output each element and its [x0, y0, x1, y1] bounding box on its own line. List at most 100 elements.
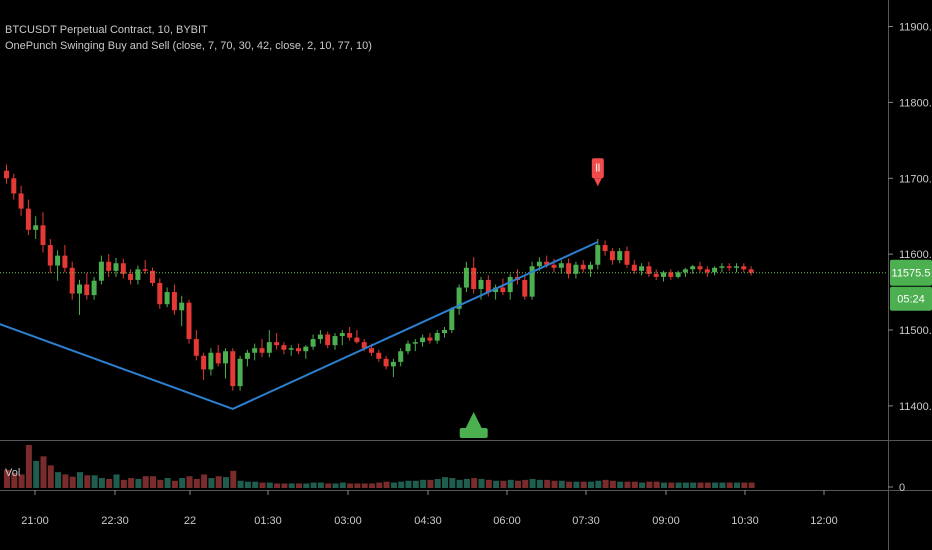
- candle: [325, 334, 331, 346]
- candle: [62, 255, 68, 268]
- volume-bar: [748, 482, 755, 488]
- volume-bar: [18, 474, 25, 488]
- candle: [522, 279, 528, 297]
- candle: [624, 251, 630, 265]
- candle: [4, 170, 9, 179]
- candle: [11, 178, 17, 194]
- candle: [566, 263, 572, 274]
- volume-tick-label: 0: [899, 482, 905, 494]
- volume-bar: [449, 478, 456, 488]
- candle: [347, 333, 353, 338]
- volume-bar: [120, 479, 127, 488]
- candle: [69, 267, 75, 294]
- candle: [726, 266, 732, 268]
- volume-bar: [91, 475, 98, 488]
- volume-bar: [128, 478, 135, 488]
- volume-bar: [310, 482, 317, 488]
- volume-bar: [398, 481, 405, 488]
- volume-bar: [668, 482, 675, 488]
- volume-bar: [639, 482, 646, 488]
- volume-bar: [179, 478, 186, 488]
- volume-bar: [150, 476, 156, 488]
- x-tick-label: 22: [184, 515, 196, 527]
- volume-bar: [507, 479, 514, 488]
- volume-bar: [405, 480, 412, 488]
- buy-marker-base: [459, 428, 488, 438]
- candle: [332, 336, 338, 346]
- volume-bar: [33, 460, 40, 488]
- candle: [259, 348, 265, 353]
- candle: [463, 267, 469, 288]
- candle: [230, 351, 236, 387]
- volume-bar: [164, 478, 171, 488]
- volume-bar: [573, 481, 580, 488]
- candle: [442, 330, 447, 334]
- overlay: ll 11575.5 05:24: [0, 158, 932, 438]
- volume-bar: [376, 482, 383, 488]
- candle: [237, 358, 243, 387]
- candle: [734, 266, 739, 268]
- volume-bar: [471, 478, 478, 488]
- volume-bar: [55, 472, 62, 488]
- volume-bar: [682, 482, 689, 488]
- candle: [40, 225, 46, 246]
- volume-label: Vol: [5, 467, 20, 479]
- volume-bar: [420, 479, 427, 488]
- volume-bar: [317, 482, 324, 488]
- candle: [588, 264, 593, 270]
- indicator-legend[interactable]: OnePunch Swinging Buy and Sell (close, 7…: [5, 40, 372, 52]
- candle: [434, 333, 440, 341]
- volume-bar: [142, 476, 149, 488]
- volume-bar: [675, 482, 682, 488]
- candle: [310, 339, 316, 347]
- candle: [106, 261, 112, 271]
- candle: [420, 337, 426, 343]
- volume-bar: [4, 469, 10, 488]
- volume-bar: [77, 472, 83, 488]
- candle: [266, 342, 272, 353]
- candle: [668, 272, 674, 277]
- candle: [223, 351, 228, 364]
- volume-bar: [25, 445, 32, 488]
- candle: [193, 339, 199, 356]
- candle: [741, 266, 747, 270]
- sell-marker-text: ll: [595, 162, 600, 174]
- volume-bar: [588, 481, 594, 488]
- volume-bar: [237, 480, 244, 488]
- sell-marker[interactable]: [591, 158, 604, 179]
- volume-bar: [69, 476, 76, 488]
- volume-bar: [646, 481, 653, 488]
- candle: [646, 266, 652, 274]
- candle: [171, 292, 177, 311]
- volume-bar: [609, 480, 616, 488]
- volume-bar: [617, 481, 624, 488]
- volume-bar: [361, 483, 368, 488]
- candle: [157, 282, 163, 305]
- volume-bar: [624, 481, 631, 488]
- candle: [354, 337, 360, 343]
- y-tick-label: 11400.0: [899, 401, 932, 413]
- candle: [91, 280, 97, 296]
- candle: [135, 269, 141, 280]
- volume-bar: [332, 483, 339, 488]
- candle: [558, 263, 564, 268]
- axes: 11900.0 11800.0 11700.0 11600.0 11500.0 11400…: [5, 22, 932, 527]
- volume-bar: [157, 479, 164, 488]
- volume-bar: [84, 475, 91, 488]
- volume-bar: [719, 482, 726, 488]
- symbol-legend[interactable]: BTCUSDT Perpetual Contract, 10, BYBIT: [5, 24, 208, 36]
- candle: [361, 342, 367, 349]
- candle: [507, 276, 513, 293]
- buy-marker[interactable]: [465, 412, 482, 428]
- candle: [719, 266, 725, 268]
- volume-bar: [259, 482, 266, 488]
- volume-bar: [434, 478, 441, 488]
- volume-bar: [98, 478, 105, 488]
- candle: [33, 225, 39, 230]
- last-price-tag: [890, 259, 932, 286]
- volume-bar: [244, 481, 251, 488]
- volume-bar: [113, 474, 120, 488]
- volume-bar: [536, 479, 543, 488]
